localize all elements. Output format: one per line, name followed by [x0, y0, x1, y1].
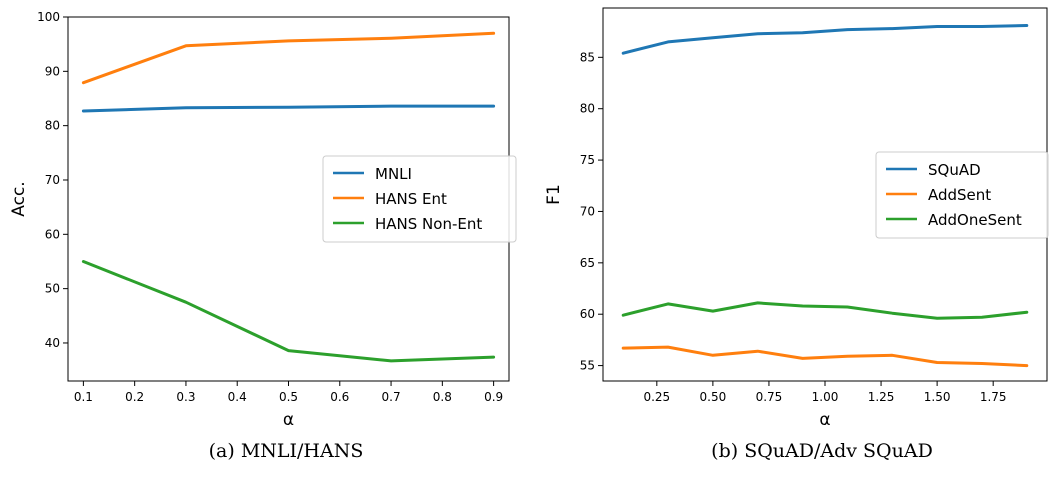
series-line-addsent	[621, 345, 1029, 368]
x-tick-label: 0.6	[330, 390, 349, 404]
legend-label: AddSent	[928, 186, 991, 204]
caption-b: (b) SQuAD/Adv SQuAD	[711, 440, 933, 462]
legend-box	[875, 151, 1049, 239]
x-tick-label: 0.3	[176, 390, 195, 404]
y-tick-label: 50	[45, 282, 60, 296]
series-line-addonesent	[621, 301, 1029, 320]
series-line-mnli	[81, 104, 496, 113]
x-axis-label: α	[819, 410, 830, 430]
x-tick-label: 0.8	[433, 390, 452, 404]
x-tick-label: 0.5	[279, 390, 298, 404]
y-tick-label: 55	[580, 359, 595, 373]
x-axis-label: α	[283, 410, 294, 430]
y-tick-label: 40	[45, 336, 60, 350]
x-tick-label: 0.4	[228, 390, 247, 404]
y-tick-label: 70	[45, 173, 60, 187]
x-tick-label: 0.7	[382, 390, 401, 404]
y-axis-label: Acc.	[9, 181, 29, 216]
x-tick-label: 0.2	[125, 390, 144, 404]
x-tick-label: 1.25	[868, 390, 895, 404]
legend: SQuAD AddSent AddOneSent	[875, 151, 1049, 239]
legend-label: MNLI	[375, 165, 412, 183]
chart-1: 0.25 0.50 0.75 1.00 1.25 1.50 1.75 55 60 65 70 75 80…	[544, 7, 1049, 430]
y-tick-label: 80	[45, 119, 60, 133]
legend-label: AddOneSent	[928, 211, 1022, 229]
x-tick-label: 0.9	[484, 390, 503, 404]
y-tick-label: 100	[37, 10, 60, 24]
x-tick-label: 0.50	[700, 390, 727, 404]
y-tick-label: 80	[580, 102, 595, 116]
x-tick-label: 0.25	[643, 390, 670, 404]
legend-label: HANS Ent	[375, 190, 447, 208]
x-tick-label: 1.50	[924, 390, 951, 404]
y-tick-label: 75	[580, 153, 595, 167]
legend-box	[322, 155, 517, 243]
x-tick-label: 1.75	[980, 390, 1007, 404]
series-line-hans-ent	[81, 31, 496, 85]
x-tick-label: 0.1	[74, 390, 93, 404]
y-axis-label: F1	[544, 184, 564, 205]
series-line-squad	[621, 24, 1029, 55]
chart-0: 0.1 0.2 0.3 0.4 0.5 0.6 0.7 0.8 0.9 40 50 60 70 80 90 1…	[9, 10, 517, 430]
y-tick-label: 90	[45, 64, 60, 78]
y-tick-label: 85	[580, 50, 595, 64]
series-line-hans-non-ent	[81, 260, 496, 363]
y-tick-label: 60	[580, 307, 595, 321]
y-tick-label: 60	[45, 227, 60, 241]
legend-label: SQuAD	[928, 161, 981, 179]
y-tick-label: 65	[580, 256, 595, 270]
x-tick-label: 0.75	[756, 390, 783, 404]
caption-a: (a) MNLI/HANS	[208, 440, 364, 462]
y-tick-label: 70	[580, 204, 595, 218]
legend-label: HANS Non-Ent	[375, 215, 482, 233]
legend: MNLI HANS Ent HANS Non-Ent	[322, 155, 517, 243]
x-tick-label: 1.00	[812, 390, 839, 404]
